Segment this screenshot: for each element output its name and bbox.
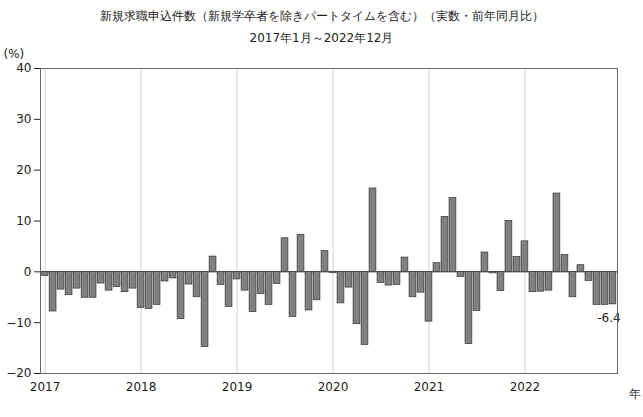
svg-text:年: 年 <box>629 387 641 401</box>
svg-text:2019: 2019 <box>222 380 253 394</box>
svg-text:−20: −20 <box>6 366 31 380</box>
svg-text:2022: 2022 <box>510 380 541 394</box>
html-text:2017年1月～2022年12月: 2017年1月～2022年12月 <box>249 31 394 45</box>
svg-text:2017: 2017 <box>30 380 61 394</box>
svg-text:30: 30 <box>16 112 31 126</box>
svg-text:2021: 2021 <box>414 380 445 394</box>
svg-text:40: 40 <box>16 61 31 75</box>
svg-text:−10: −10 <box>6 316 31 330</box>
svg-text:0: 0 <box>24 265 32 279</box>
svg-text:(%): (%) <box>4 47 25 61</box>
svg-text:10: 10 <box>16 214 31 228</box>
html-text:新規求職申込件数（新規学卒者を除きパートタイムを含む）（実数: 新規求職申込件数（新規学卒者を除きパートタイムを含む）（実数・前年同月比） <box>99 9 544 23</box>
svg-text:20: 20 <box>16 163 31 177</box>
svg-text:2020: 2020 <box>318 380 349 394</box>
svg-text:-6.4: -6.4 <box>597 311 621 326</box>
svg-text:2018: 2018 <box>126 380 157 394</box>
